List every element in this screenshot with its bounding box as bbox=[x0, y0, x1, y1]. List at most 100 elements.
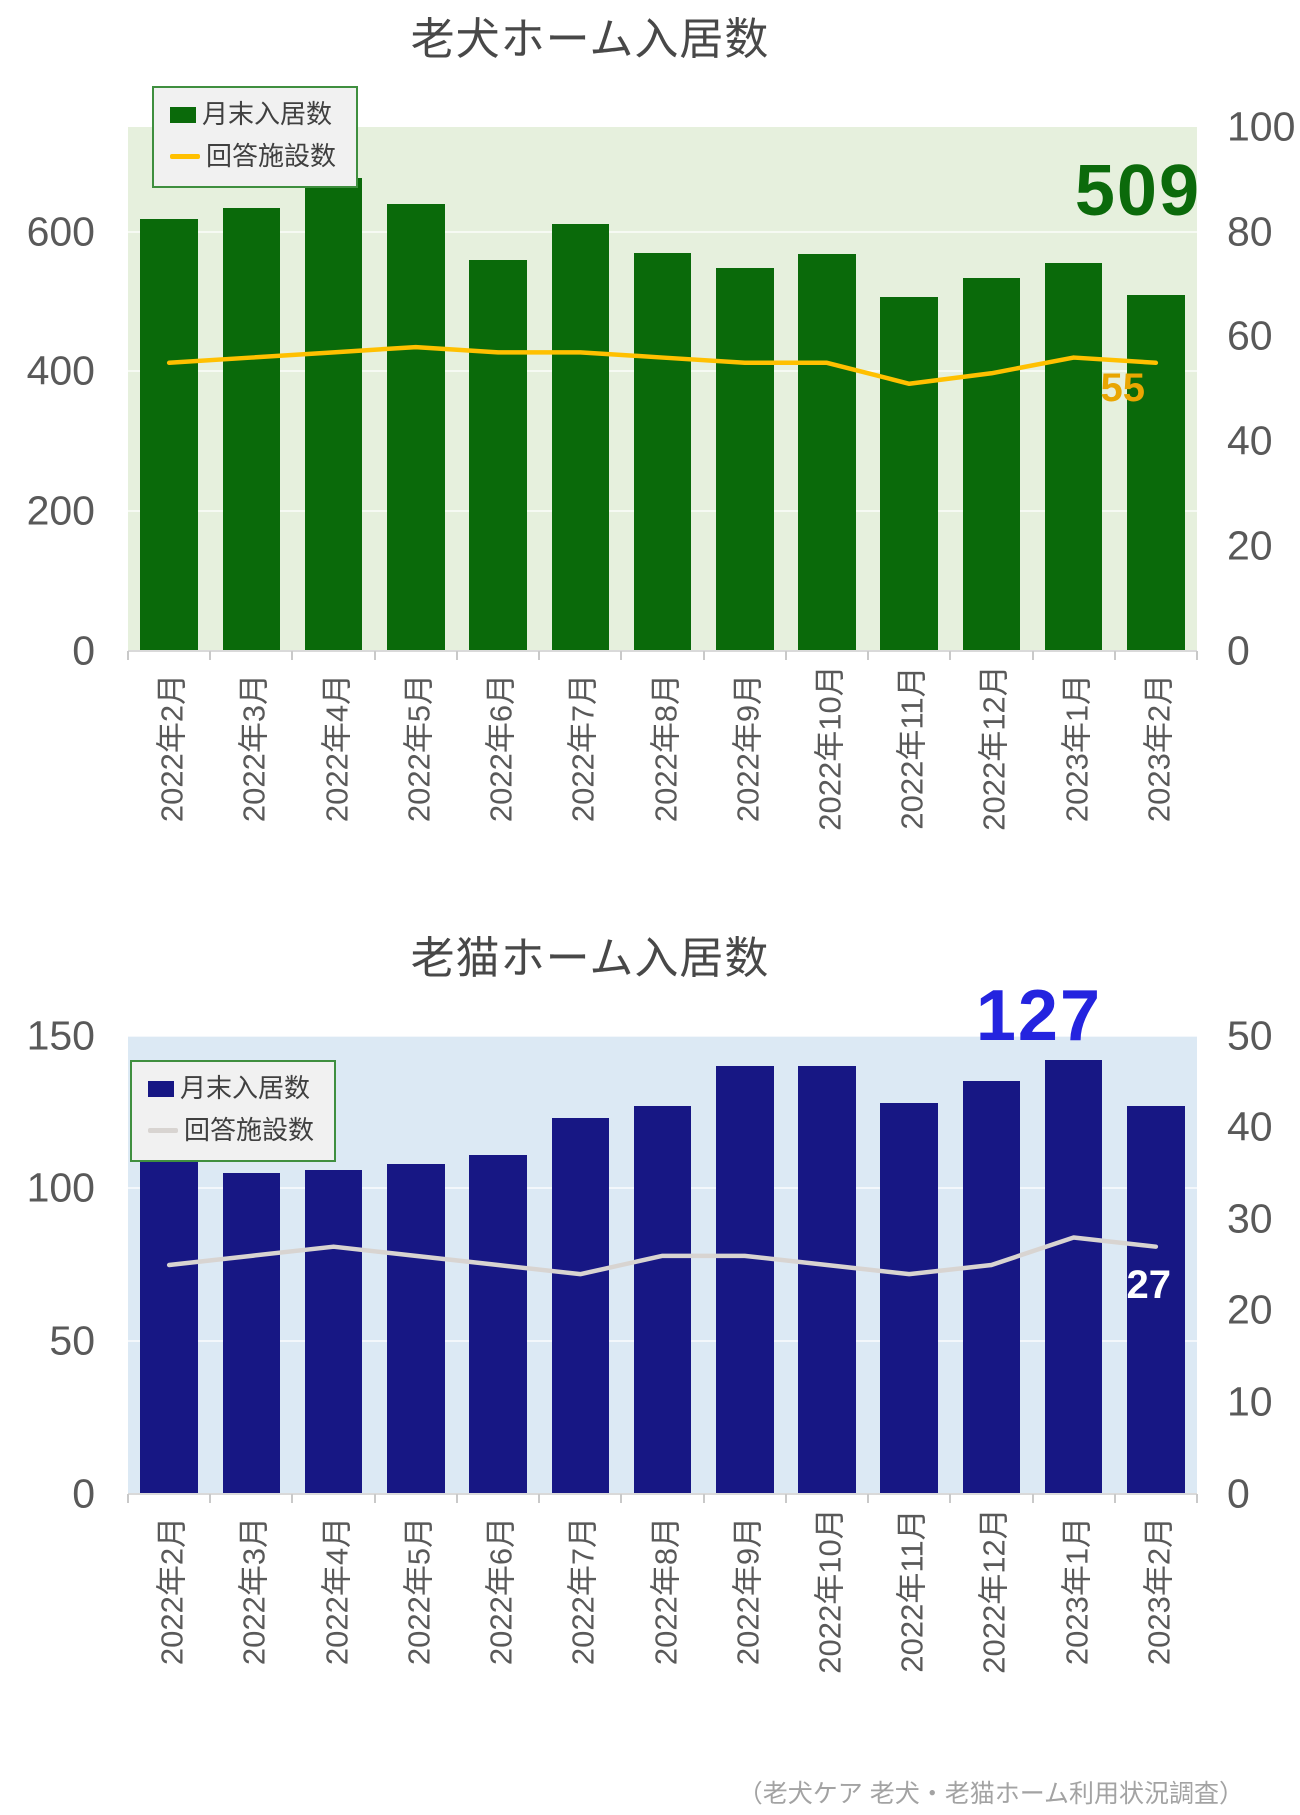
bar-slot bbox=[786, 1036, 868, 1494]
x-label: 2022年10月 bbox=[812, 1508, 848, 1674]
bar-slot bbox=[868, 127, 950, 651]
axis-tick bbox=[209, 1493, 212, 1503]
dog-chart-grid: 0 200 400 600 509 55 0 20 40 60 80 100 bbox=[0, 106, 1300, 671]
x-label: 2022年3月 bbox=[236, 674, 272, 823]
dog-left-axis: 0 200 400 600 bbox=[0, 127, 128, 671]
bar-slot bbox=[1033, 1036, 1115, 1494]
bar-slot bbox=[210, 127, 292, 651]
bar-2023年2月 bbox=[1127, 1105, 1185, 1494]
x-slot: 2022年5月 bbox=[375, 1494, 457, 1689]
axis-tick bbox=[949, 650, 952, 660]
y-tick-label: 40 bbox=[1227, 417, 1273, 464]
axis-tick bbox=[209, 650, 212, 660]
x-slot: 2023年1月 bbox=[1033, 651, 1115, 846]
axis-tick bbox=[127, 650, 129, 660]
x-slot: 2022年10月 bbox=[786, 651, 868, 846]
axis-tick bbox=[455, 650, 458, 660]
y-tick-label: 50 bbox=[1227, 1012, 1273, 1059]
cat-latest-residents-value: 127 bbox=[975, 975, 1102, 1056]
x-label: 2022年12月 bbox=[976, 665, 1012, 832]
axis-tick bbox=[291, 1493, 294, 1503]
gridline bbox=[128, 230, 1197, 233]
axis-tick bbox=[1113, 1493, 1116, 1503]
bar-2022年5月 bbox=[387, 1163, 445, 1494]
legend-item-line: 回答施設数 bbox=[170, 141, 336, 172]
dog-latest-residents-value: 509 bbox=[1074, 150, 1201, 231]
bar-2022年6月 bbox=[469, 1154, 527, 1494]
y-tick-label: 50 bbox=[49, 1317, 95, 1364]
x-label: 2022年3月 bbox=[236, 1516, 272, 1666]
bar-slot bbox=[457, 1036, 539, 1494]
x-slot: 2022年3月 bbox=[210, 651, 292, 846]
y-tick-label: 10 bbox=[1227, 1378, 1273, 1425]
y-tick-label: 0 bbox=[72, 1470, 95, 1517]
bar-slot bbox=[292, 1036, 374, 1494]
bar-slot bbox=[704, 127, 786, 651]
bar-2023年1月 bbox=[1044, 263, 1103, 651]
x-slot: 2022年11月 bbox=[868, 651, 950, 846]
legend-bar-label: 月末入居数 bbox=[202, 99, 333, 129]
cat-right-axis: 0 10 20 30 40 50 bbox=[1197, 1015, 1300, 1514]
x-label: 2022年12月 bbox=[976, 1508, 1012, 1674]
x-slot: 2022年4月 bbox=[292, 1494, 374, 1689]
y-tick-label: 0 bbox=[1227, 1470, 1250, 1517]
bar-slot bbox=[292, 127, 374, 651]
axis-tick bbox=[702, 1493, 705, 1503]
x-slot: 2023年2月 bbox=[1115, 651, 1197, 846]
bar-slot bbox=[621, 127, 703, 651]
y-tick-label: 150 bbox=[26, 1012, 95, 1059]
bar-2022年3月 bbox=[222, 1173, 281, 1494]
legend-item-bar: 月末入居数 bbox=[148, 1073, 314, 1104]
y-tick-label: 0 bbox=[72, 627, 95, 674]
line-swatch-icon bbox=[148, 1128, 178, 1134]
bar-2022年7月 bbox=[551, 223, 610, 651]
cat-chart-grid: 0 50 100 150 127 27 0 10 20 30 40 50 bbox=[0, 980, 1300, 1514]
cat-line-layer bbox=[128, 1036, 1197, 1494]
dog-right-axis: 0 20 40 60 80 100 bbox=[1197, 106, 1300, 671]
y-tick-label: 100 bbox=[26, 1164, 95, 1211]
cat-x-axis: 2022年2月 2022年3月 2022年4月 2022年5月 2022年6月 2022年… bbox=[0, 1494, 1300, 1689]
x-label: 2022年9月 bbox=[730, 674, 766, 823]
bar-2022年8月 bbox=[633, 1105, 692, 1494]
cat-chart-title: 老猫ホーム入居数 bbox=[410, 933, 770, 983]
axis-tick bbox=[702, 650, 705, 660]
bar-2022年9月 bbox=[715, 1066, 774, 1494]
bar-2022年2月 bbox=[140, 1160, 198, 1494]
bar-slot bbox=[539, 127, 621, 651]
x-slot: 2022年7月 bbox=[539, 1494, 621, 1689]
cat-latest-facilities-value: 27 bbox=[1126, 1262, 1172, 1307]
bar-slot bbox=[1033, 127, 1115, 651]
axis-tick bbox=[291, 650, 294, 660]
axis-tick bbox=[867, 650, 870, 660]
cat-plot-area: 127 27 bbox=[127, 980, 1198, 1503]
y-tick-label: 100 bbox=[1227, 103, 1296, 150]
x-label: 2022年6月 bbox=[483, 1516, 519, 1666]
x-slot: 2022年2月 bbox=[128, 1494, 210, 1689]
dog-x-labels: 2022年2月 2022年3月 2022年4月 2022年5月 2022年6月 2022年… bbox=[128, 651, 1197, 846]
x-label: 2023年1月 bbox=[1059, 1516, 1095, 1666]
bar-swatch-icon bbox=[170, 106, 196, 123]
bar-slot bbox=[539, 1036, 621, 1494]
bar-slot bbox=[704, 1036, 786, 1494]
bar-2022年9月 bbox=[715, 267, 774, 651]
dog-chart-legend: 月末入居数 回答施設数 bbox=[152, 86, 359, 188]
bar-slot bbox=[621, 1036, 703, 1494]
axis-tick bbox=[1196, 650, 1198, 660]
x-slot: 2022年6月 bbox=[457, 651, 539, 846]
cat-chart-legend: 月末入居数 回答施設数 bbox=[130, 1059, 337, 1162]
x-label: 2023年2月 bbox=[1141, 674, 1177, 823]
x-slot: 2023年2月 bbox=[1115, 1494, 1197, 1689]
dog-latest-facilities-value: 55 bbox=[1100, 365, 1146, 410]
bar-2022年2月 bbox=[140, 219, 198, 651]
bar-2022年3月 bbox=[222, 207, 281, 651]
bar-2022年4月 bbox=[304, 177, 363, 651]
axis-tick bbox=[620, 1493, 623, 1503]
y-tick-label: 20 bbox=[1227, 1286, 1273, 1333]
gridline bbox=[128, 1034, 1197, 1037]
x-slot: 2022年2月 bbox=[128, 651, 210, 846]
bar-2022年12月 bbox=[962, 278, 1021, 651]
cat-x-labels: 2022年2月 2022年3月 2022年4月 2022年5月 2022年6月 2022年… bbox=[128, 1494, 1197, 1689]
bar-slot bbox=[950, 127, 1032, 651]
x-slot: 2022年11月 bbox=[868, 1494, 950, 1689]
axis-tick bbox=[1113, 650, 1116, 660]
